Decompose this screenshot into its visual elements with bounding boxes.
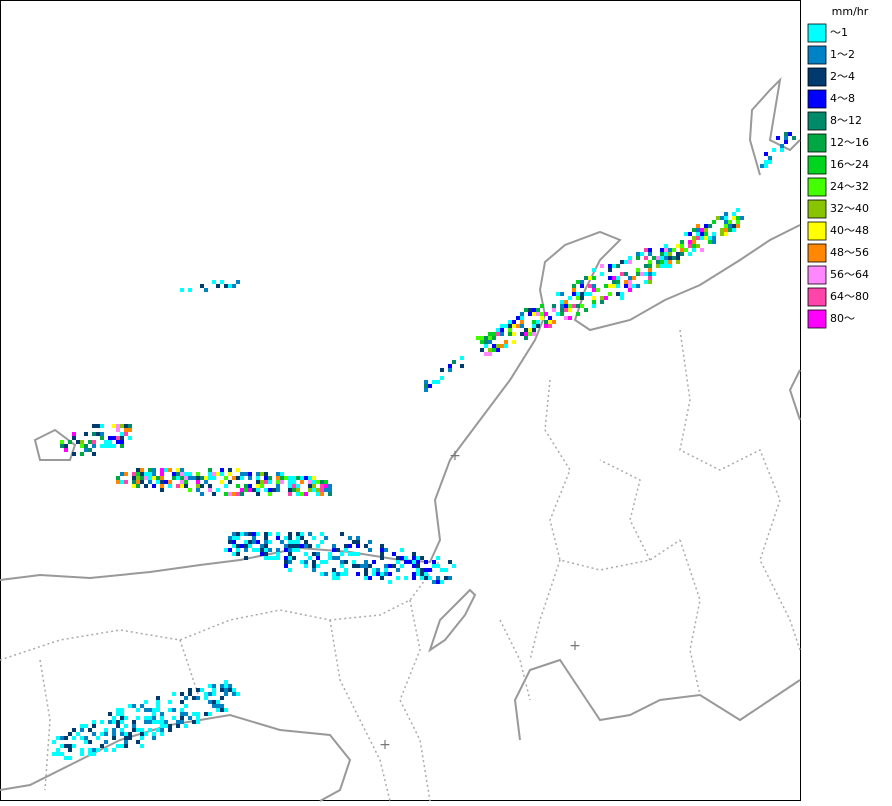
legend-unit: mm/hr: [832, 5, 869, 18]
legend-swatch: [807, 133, 827, 153]
legend-label: 56～64: [830, 268, 869, 281]
radar-echoes: [52, 132, 796, 760]
city-marker: +: [449, 448, 461, 464]
legend-label: ～1: [830, 26, 848, 39]
legend-label: 4～8: [830, 92, 855, 105]
legend-label: 8～12: [830, 114, 862, 127]
legend-label: 40～48: [830, 224, 869, 237]
legend-swatch: [807, 199, 827, 219]
legend-label: 24～32: [830, 180, 869, 193]
legend-swatch: [807, 309, 827, 329]
prefecture-border: [39, 599, 431, 802]
legend-label: 80～: [830, 312, 855, 325]
coastline: [428, 588, 477, 653]
legend: mm/hr ～1 1～2 2～4 4～8 8～12 12～16 16～24 24～32 32～4…: [807, 5, 869, 329]
city-marker: +: [379, 737, 391, 753]
legend-label: 1～2: [830, 48, 855, 61]
legend-swatch: [807, 111, 827, 131]
legend-swatch: [807, 265, 827, 285]
coastline: [0, 713, 352, 802]
legend-label: 32～40: [830, 202, 869, 215]
coastline: [33, 428, 77, 461]
legend-label: 16～24: [830, 158, 869, 171]
legend-swatch: [807, 23, 827, 43]
map-frame: [0, 0, 801, 801]
legend-swatch: [807, 287, 827, 307]
legend-swatch: [807, 243, 827, 263]
legend-swatch: [807, 221, 827, 241]
legend-swatch: [807, 155, 827, 175]
legend-label: 12～16: [830, 136, 869, 149]
city-marker: +: [569, 638, 581, 654]
legend-label: 2～4: [830, 70, 855, 83]
legend-label: 64～80: [830, 290, 869, 303]
legend-swatch: [807, 177, 827, 197]
prefecture-border: [499, 329, 801, 701]
legend-swatch: [807, 45, 827, 65]
coastline: [788, 369, 801, 421]
legend-swatch: [807, 67, 827, 87]
legend-swatch: [807, 89, 827, 109]
legend-label: 48～56: [830, 246, 869, 259]
coastline: [513, 658, 801, 741]
